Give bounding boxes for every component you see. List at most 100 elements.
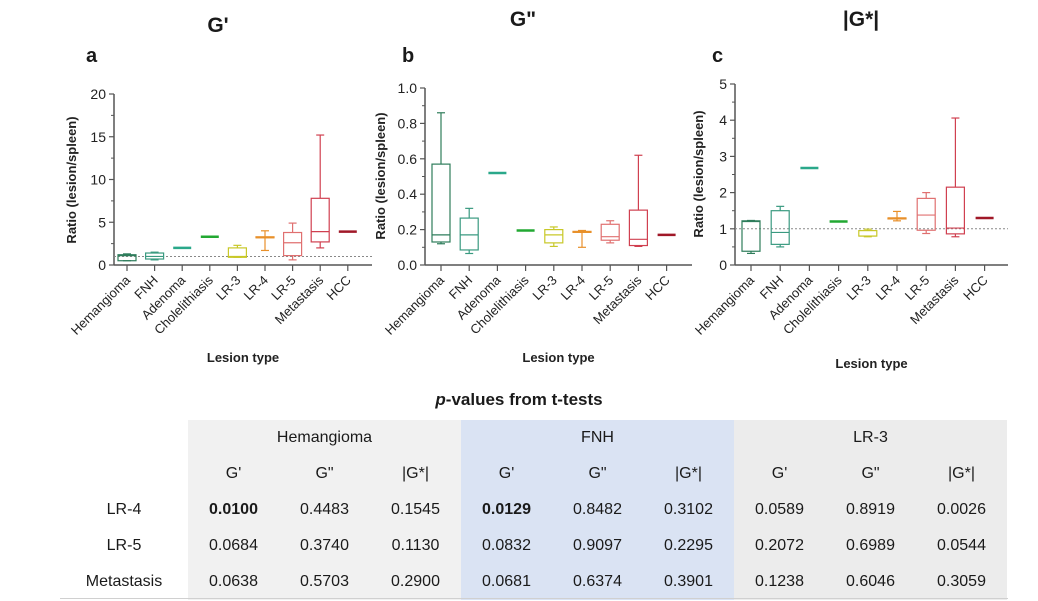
- y-tick-label: 2: [719, 185, 727, 201]
- box-cholelithiasis: Cholelithiasis: [780, 220, 848, 337]
- box-hcc: HCC: [960, 216, 994, 304]
- subheader-row: G' G" |G*| G' G" |G*| G' G" |G*|: [60, 456, 1007, 492]
- table-bottom-border: [60, 598, 1008, 599]
- iqr-box: [117, 254, 137, 262]
- panel-b: 0.0 0.2 0.4 0.6 0.8 1.0 Ratio (lesion/spleen) H…: [373, 80, 692, 365]
- subheader: G': [734, 456, 825, 492]
- x-tick-label: Hemangioma: [68, 272, 134, 338]
- table-title-rest: -values from t-tests: [445, 390, 603, 409]
- group-header-hemangioma: Hemangioma: [188, 420, 461, 456]
- box-lr-5: LR-5: [586, 220, 620, 303]
- subheader: G': [188, 456, 279, 492]
- table-cell: 0.0832: [461, 528, 552, 564]
- y-axis-label: Ratio (lesion/spleen): [691, 110, 706, 237]
- table-cell: 0.0026: [916, 492, 1007, 528]
- row-label: LR-5: [106, 537, 142, 554]
- table-cell: 0.2072: [734, 528, 825, 564]
- subheader: G': [461, 456, 552, 492]
- y-tick-label: 4: [719, 112, 727, 128]
- table-cell: 0.1545: [370, 492, 461, 528]
- table-cell: 0.2900: [370, 564, 461, 600]
- box-lr-5: LR-5: [902, 192, 936, 303]
- table-title-p: p: [435, 390, 446, 409]
- y-tick-label: 1: [719, 221, 727, 237]
- iqr-box: [227, 247, 247, 258]
- table-cell: 0.8482: [552, 492, 643, 528]
- row-label: LR-4: [106, 501, 142, 518]
- table-cell: 0.0684: [188, 528, 279, 564]
- iqr-box: [945, 186, 966, 235]
- y-axis-label: Ratio (lesion/spleen): [373, 112, 388, 239]
- x-tick-label: LR-4: [241, 273, 272, 304]
- y-tick-label: 0: [98, 257, 106, 273]
- y-tick-label: 3: [719, 148, 727, 164]
- x-tick-label: LR-3: [529, 273, 560, 304]
- iqr-box: [431, 163, 451, 243]
- table-cell: 0.6046: [825, 564, 916, 600]
- x-tick-label: HCC: [960, 273, 991, 304]
- p-value-table: Hemangioma FNH LR-3 G' G" |G*| G' G" |G*…: [60, 420, 1007, 600]
- group-header-row: Hemangioma FNH LR-3: [60, 420, 1007, 456]
- table-cell: 0.8919: [825, 492, 916, 528]
- table-row: LR-5 0.0684 0.3740 0.1130 0.0832 0.9097 …: [60, 528, 1007, 564]
- panel-c-label: c: [712, 45, 724, 67]
- iqr-box: [283, 231, 303, 257]
- table-cell: 0.4483: [279, 492, 370, 528]
- iqr-box: [628, 209, 649, 247]
- y-tick-label: 0.6: [398, 151, 418, 167]
- y-tick-label: 0.0: [398, 257, 418, 273]
- x-tick-label: LR-4: [558, 273, 589, 304]
- table-cell: 0.0129: [461, 492, 552, 528]
- x-tick-label: LR-3: [843, 273, 874, 304]
- x-axis-label: Lesion type: [835, 356, 907, 371]
- table-cell: 0.0638: [188, 564, 279, 600]
- y-tick-label: 1.0: [398, 80, 418, 96]
- table-cell: 0.5703: [279, 564, 370, 600]
- iqr-box: [310, 197, 330, 243]
- table-cell: 0.0100: [188, 492, 279, 528]
- table-cell: 0.6989: [825, 528, 916, 564]
- y-tick-label: 0: [719, 257, 727, 273]
- iqr-box: [770, 210, 790, 245]
- table-cell: 0.1238: [734, 564, 825, 600]
- panel-a-title: G': [207, 14, 229, 37]
- y-tick-label: 20: [90, 86, 106, 102]
- y-tick-label: 5: [98, 214, 106, 230]
- x-tick-label: LR-4: [873, 273, 904, 304]
- iqr-box: [544, 229, 564, 244]
- table-title: p-values from t-tests: [0, 390, 1038, 410]
- subheader: |G*|: [370, 456, 461, 492]
- table-cell: 0.0589: [734, 492, 825, 528]
- group-header-lr3: LR-3: [734, 420, 1007, 456]
- table-cell: 0.9097: [552, 528, 643, 564]
- panel-a-label: a: [86, 45, 98, 67]
- subheader: G": [279, 456, 370, 492]
- table-row: LR-4 0.0100 0.4483 0.1545 0.0129 0.8482 …: [60, 492, 1007, 528]
- iqr-box: [858, 230, 878, 237]
- table-cell: 0.0544: [916, 528, 1007, 564]
- table-cell: 0.2295: [643, 528, 734, 564]
- box-fnh: FNH: [446, 207, 479, 302]
- y-tick-label: 0.2: [398, 222, 418, 238]
- subheader: |G*|: [643, 456, 734, 492]
- table-cell: 0.3102: [643, 492, 734, 528]
- y-tick-label: 5: [719, 76, 727, 92]
- x-axis-label: Lesion type: [522, 350, 594, 365]
- subheader: G": [552, 456, 643, 492]
- panel-b-title: G": [509, 8, 537, 31]
- table-cell: 0.3059: [916, 564, 1007, 600]
- table-cell: 0.3740: [279, 528, 370, 564]
- table-cell: 0.0681: [461, 564, 552, 600]
- x-tick-label: Hemangioma: [382, 272, 448, 338]
- group-header-fnh: FNH: [461, 420, 734, 456]
- subheader: G": [825, 456, 916, 492]
- x-tick-label: HCC: [323, 273, 354, 304]
- y-tick-label: 10: [90, 172, 106, 188]
- y-axis-label: Ratio (lesion/spleen): [64, 116, 79, 243]
- box-metastasis: Metastasis: [590, 154, 649, 327]
- x-tick-label: LR-3: [213, 273, 244, 304]
- panel-c: 0 1 2 3 4 5 Ratio (lesion/spleen) Hemangioma FNH…: [691, 76, 1008, 371]
- box-cholelithiasis: Cholelithiasis: [151, 235, 219, 337]
- y-tick-label: 15: [90, 129, 106, 145]
